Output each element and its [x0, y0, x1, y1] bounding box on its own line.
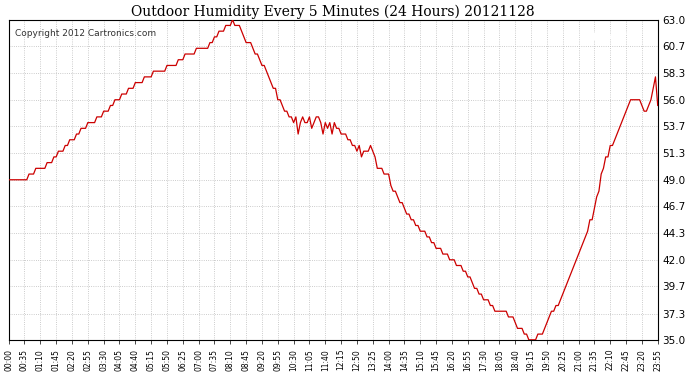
Title: Outdoor Humidity Every 5 Minutes (24 Hours) 20121128: Outdoor Humidity Every 5 Minutes (24 Hou…	[131, 4, 535, 18]
Text: Copyright 2012 Cartronics.com: Copyright 2012 Cartronics.com	[15, 29, 156, 38]
